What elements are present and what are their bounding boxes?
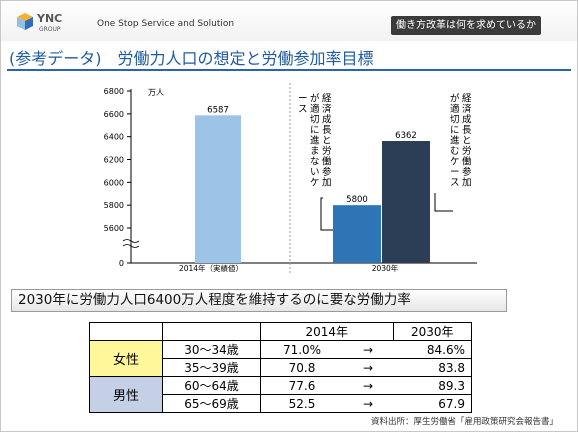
table-cell: [89, 322, 163, 341]
annotation-char: い: [310, 167, 320, 178]
annotation-char: 経: [462, 93, 472, 105]
annotation-char: 切: [310, 115, 320, 126]
annotation-char: が: [450, 93, 460, 105]
annotation-char: 適: [450, 103, 460, 115]
annotation-char: 加: [462, 178, 472, 189]
annotation-char: 成: [322, 114, 332, 126]
y-tick-label: 5800: [104, 201, 124, 210]
annotation-char: 働: [322, 156, 332, 168]
annotation-char: 参: [462, 166, 472, 178]
annotation-char: 成: [462, 114, 472, 126]
header-2014: 2014年: [260, 322, 394, 341]
source-note: 資料出所：厚生労働省「雇用政策研究会報告書」: [371, 417, 559, 427]
table-cell: 77.6: [260, 376, 343, 395]
header: YNC GROUP One Stop Service and Solution …: [1, 1, 577, 41]
table-cell: 70.8: [260, 358, 343, 377]
table-row: 男性 60～64歳 77.6 → 89.3: [89, 376, 472, 413]
table-header-row: 2014年 2030年: [89, 322, 472, 341]
labor-rate-table: 2014年 2030年 女性 30～34歳 71.0% → 84.6% 35～3…: [89, 322, 472, 413]
table-cell: 30～34歳: [162, 340, 261, 359]
axis-break-icon: [122, 239, 140, 248]
table-cell: 52.5: [260, 394, 343, 413]
data-label: 5800: [346, 195, 368, 205]
annotation-char: 進: [310, 135, 320, 147]
table-cell: →: [343, 376, 393, 395]
table-row: 女性 30～34歳 71.0% → 84.6%: [89, 340, 472, 377]
annotation-char: 済: [322, 103, 332, 115]
data-label: 6362: [395, 131, 417, 141]
annotation-char: に: [450, 125, 460, 136]
table-row: 65～69歳 52.5 → 67.9: [90, 394, 472, 413]
category-label-2030: 2030年: [372, 263, 399, 273]
annotation-char: 参: [322, 166, 332, 178]
annotation-char: に: [310, 125, 320, 136]
table-cell: 84.6%: [393, 340, 472, 359]
annotation-char: ケ: [450, 157, 460, 168]
group-male: 男性: [89, 376, 163, 413]
annotation-char: 長: [462, 125, 472, 136]
table-cell: →: [343, 394, 393, 413]
annotation-char: な: [310, 157, 320, 168]
annotation-char: ま: [310, 146, 320, 157]
unit-label: 万人: [148, 88, 164, 97]
y-tick-label: 6400: [104, 133, 124, 142]
table-cell: 35～39歳: [162, 358, 261, 377]
table-cell: 89.3: [393, 376, 472, 395]
annotation-char: 加: [322, 178, 332, 189]
bar: [195, 115, 241, 263]
annotation-char: 済: [462, 103, 472, 115]
table-cell: 83.8: [393, 358, 472, 377]
annotation-char: 経: [322, 93, 332, 105]
annotation-char: 労: [322, 145, 332, 157]
y-tick-label: 6000: [104, 178, 124, 187]
category-label-2014: 2014年（実績値）: [179, 263, 243, 273]
annotation-char: ス: [450, 178, 460, 189]
page-title: (参考データ) 労働力人口の想定と労働参加率目標: [9, 49, 374, 68]
annotation-char: む: [450, 146, 460, 157]
y-tick-label: 5600: [104, 224, 124, 233]
table-subtitle: 2030年に労働力人口6400万人程度を維持するのに要な労働力率: [11, 289, 507, 312]
annotation-char: ス: [298, 104, 308, 115]
annotation-char: ケ: [310, 178, 320, 189]
header-2030: 2030年: [392, 322, 472, 341]
y-tick-label: 6800: [104, 87, 124, 96]
annotation-char: ー: [450, 167, 460, 178]
table-cell: [162, 322, 261, 341]
table-cell: →: [343, 340, 393, 359]
y-tick-label: 6600: [104, 110, 124, 119]
annotation-char: ー: [298, 94, 308, 105]
title-divider: [7, 69, 571, 71]
table-cell: 65～69歳: [162, 394, 261, 413]
annotation-char: 進: [450, 135, 460, 147]
annotation-char: と: [322, 136, 332, 147]
y-tick-label: 6200: [104, 156, 124, 165]
annotation-char: 適: [310, 103, 320, 115]
bar: [333, 205, 381, 263]
bar: [382, 141, 430, 263]
logo-mark-icon: [17, 13, 33, 30]
logo-text: YNC: [36, 12, 62, 25]
tagline: One Stop Service and Solution: [97, 19, 235, 29]
company-logo: YNC GROUP: [17, 12, 62, 33]
table-cell: 60～64歳: [162, 376, 261, 395]
annotation-char: 切: [450, 115, 460, 126]
table-cell: →: [343, 358, 393, 377]
table-cell: 71.0%: [260, 340, 343, 359]
annotation-char: 長: [322, 125, 332, 136]
y-tick-label: 0: [119, 259, 124, 268]
annotation-char: 働: [462, 156, 472, 168]
section-title-button[interactable]: 働き方改革は何を求めているか: [391, 16, 541, 35]
data-label: 6587: [207, 105, 229, 115]
annotation-char: と: [462, 136, 472, 147]
table-cell: 67.9: [393, 394, 472, 413]
labor-force-chart: 0 5600 5800 6000 6200 6400 6600 6800 万人 6587 580…: [93, 83, 477, 273]
annotation-char: が: [310, 93, 320, 105]
group-female: 女性: [89, 340, 163, 377]
logo-subtext: GROUP: [39, 26, 61, 33]
annotation-char: 労: [462, 145, 472, 157]
